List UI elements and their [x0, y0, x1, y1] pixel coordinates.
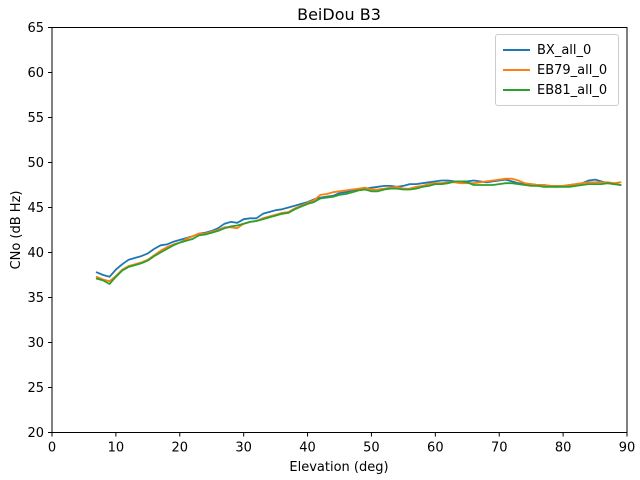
axes-frame: [51, 27, 628, 433]
x-tick-label: 70: [491, 441, 508, 456]
x-tick-label: 0: [48, 441, 56, 456]
chart-title: BeiDou B3: [297, 5, 381, 24]
x-tick-label: 60: [427, 441, 444, 456]
legend-item: BX_all_0: [503, 40, 610, 60]
legend-item: EB79_all_0: [503, 60, 610, 80]
y-tick-label: 30: [27, 336, 44, 351]
legend-line-swatch: [503, 69, 530, 71]
x-tick-label: 40: [299, 441, 316, 456]
legend-line-swatch: [503, 49, 530, 51]
series-line-BX_all_0: [95, 178, 622, 278]
x-tick-label: 10: [108, 441, 125, 456]
series-line-EB79_all_0: [95, 177, 622, 283]
x-tick-label: 30: [235, 441, 252, 456]
y-tick-label: 25: [27, 381, 44, 396]
x-tick-label: 20: [172, 441, 189, 456]
y-tick-label: 55: [27, 111, 44, 126]
legend: BX_all_0 EB79_all_0 EB81_all_0: [495, 34, 619, 106]
y-tick-label: 45: [27, 201, 44, 216]
y-tick-label: 20: [27, 426, 44, 441]
series-lines: [95, 177, 622, 285]
legend-label: EB79_all_0: [537, 62, 608, 78]
x-tick-label: 90: [619, 441, 636, 456]
series-line-EB81_all_0: [95, 180, 622, 285]
plot-border: [51, 27, 628, 433]
legend-line-swatch: [503, 89, 530, 91]
x-tick-label: 50: [363, 441, 380, 456]
x-tick-label: 80: [555, 441, 572, 456]
y-tick-label: 35: [27, 291, 44, 306]
y-tick-label: 65: [27, 21, 44, 36]
legend-label: BX_all_0: [537, 42, 592, 58]
legend-label: EB81_all_0: [537, 82, 608, 98]
legend-item: EB81_all_0: [503, 80, 610, 100]
axis-ticks: 0 10 20 30 40 50 60 70 80 90 20 25 30 35 40 45 50 55 60 65: [27, 21, 635, 456]
x-axis-label: Elevation (deg): [289, 460, 388, 475]
y-axis-label: CNo (dB Hz): [9, 191, 24, 270]
y-tick-label: 40: [27, 246, 44, 261]
y-tick-label: 60: [27, 66, 44, 81]
y-tick-label: 50: [27, 156, 44, 171]
